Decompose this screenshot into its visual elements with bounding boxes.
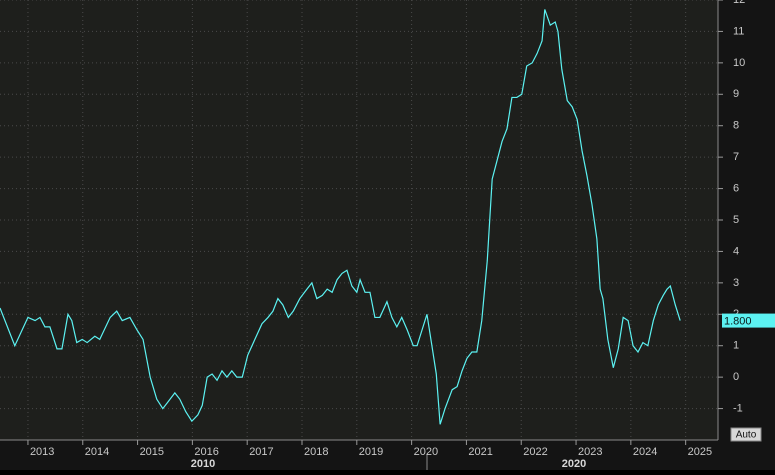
- y-tick-label: 1: [733, 340, 739, 352]
- y-tick-label: 3: [733, 277, 739, 289]
- x-tick-label: 2023: [578, 446, 602, 458]
- plot-area: [0, 0, 718, 440]
- y-tick-label: 12: [733, 0, 745, 6]
- y-tick-label: 0: [733, 371, 739, 383]
- y-tick-label: 10: [733, 57, 745, 69]
- auto-button-label[interactable]: Auto: [736, 430, 757, 441]
- y-tick-label: 7: [733, 151, 739, 163]
- last-value-box: [722, 313, 775, 328]
- last-value-label: 1.800: [724, 315, 752, 327]
- x-tick-label: 2017: [249, 446, 273, 458]
- y-tick-label: 11: [733, 25, 744, 37]
- x-tick-label: 2013: [30, 446, 54, 458]
- decade-label: 2010: [191, 458, 215, 470]
- x-tick-label: 2021: [468, 446, 492, 458]
- y-tick-label: 9: [733, 88, 739, 100]
- y-tick-label: 8: [733, 120, 739, 132]
- y-tick-label: 5: [733, 214, 739, 226]
- x-tick-label: 2014: [85, 446, 109, 458]
- y-tick-label: -1: [733, 402, 743, 414]
- decade-label: 2020: [562, 458, 586, 470]
- x-tick-label: 2020: [414, 446, 438, 458]
- x-tick-label: 2016: [194, 446, 218, 458]
- x-tick-label: 2018: [304, 446, 328, 458]
- y-tick-label: 4: [733, 245, 739, 257]
- y-tick-label: 6: [733, 182, 739, 194]
- series-line: [0, 9, 681, 425]
- auto-button[interactable]: [730, 427, 762, 442]
- x-tick-label: 2022: [523, 446, 547, 458]
- x-tick-label: 2019: [359, 446, 383, 458]
- x-tick-label: 2024: [633, 446, 657, 458]
- x-tick-label: 2025: [688, 446, 712, 458]
- x-tick-label: 2015: [140, 446, 164, 458]
